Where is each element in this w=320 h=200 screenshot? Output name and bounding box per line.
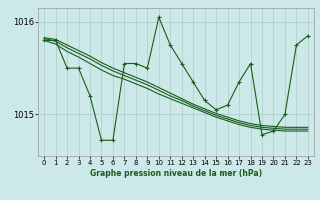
X-axis label: Graphe pression niveau de la mer (hPa): Graphe pression niveau de la mer (hPa) — [90, 169, 262, 178]
